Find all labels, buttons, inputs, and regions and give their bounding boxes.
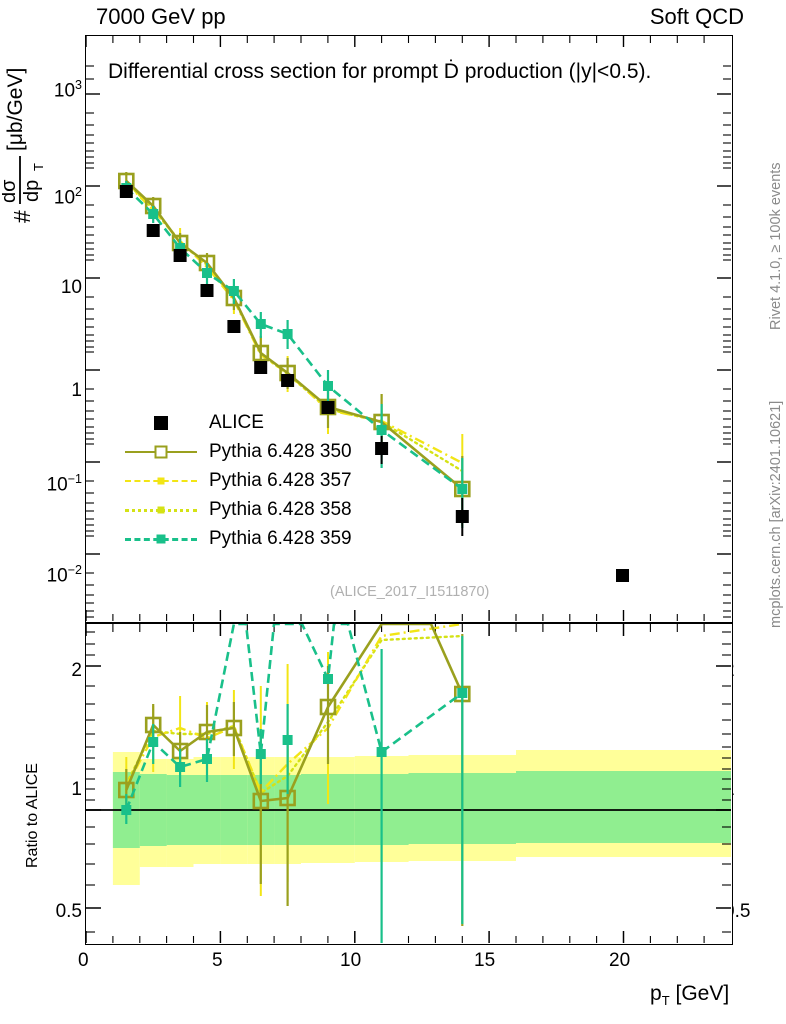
main-ytick-1e3: 103 <box>53 78 82 102</box>
xtick-0: 0 <box>78 950 89 971</box>
xaxis-label: pT [GeV] <box>650 982 729 1008</box>
legend-entry-pythia-357[interactable]: Pythia 6.428 357 <box>125 466 352 495</box>
xtick-10: 10 <box>340 950 362 971</box>
ratio-line-pythia-350 <box>125 624 464 803</box>
xaxis-label-units: [GeV] <box>675 982 730 1005</box>
ylabel-numerator: dσ <box>2 179 20 203</box>
ratio-markers-pythia-350 <box>117 685 471 810</box>
ylabel-denominator-sub: T <box>31 163 46 171</box>
filled-square-icon <box>154 415 168 430</box>
plot-title: Differential cross section for prompt Ḋ… <box>108 60 652 83</box>
ratio-line-pythia-359 <box>125 624 464 811</box>
xtick-5: 5 <box>212 950 223 971</box>
ylabel-denominator: dp <box>21 180 43 202</box>
legend-label-alice: ALICE <box>209 411 264 433</box>
main-ytick-1e2: 102 <box>53 185 82 209</box>
ratio-ytick-2-left: 2 <box>71 660 82 681</box>
ratio-ytick-1-left: 1 <box>71 779 82 800</box>
main-ytick-1: 1 <box>71 380 82 401</box>
series-line-pythia-350 <box>125 180 464 491</box>
open-square-icon <box>154 445 168 458</box>
main-top-ticks <box>86 36 705 47</box>
header-process: Soft QCD <box>649 4 744 29</box>
series-errorbars-alice <box>380 436 464 536</box>
legend-entry-pythia-358[interactable]: Pythia 6.428 358 <box>125 495 352 524</box>
ratio-errorbars-pythia-359 <box>125 636 464 943</box>
series-line-pythia-359 <box>125 187 464 491</box>
main-ytick-1e-2: 10−2 <box>46 563 82 587</box>
ratio-left-ticks <box>86 631 101 933</box>
plot-legend: ALICE Pythia 6.428 350 Pythia 6.428 357 … <box>125 408 352 553</box>
legend-key-pythia-350 <box>125 441 197 463</box>
legend-label-pythia-358: Pythia 6.428 358 <box>209 498 352 520</box>
rivet-version-caption: Rivet 4.1.0, ≥ 100k events <box>768 162 784 330</box>
main-left-ticks <box>86 65 100 618</box>
legend-label-pythia-357: Pythia 6.428 357 <box>209 469 352 491</box>
header-beam-energy: 7000 GeV pp <box>96 4 226 29</box>
legend-key-alice <box>125 412 197 434</box>
legend-entry-pythia-359[interactable]: Pythia 6.428 359 <box>125 524 352 553</box>
main-plot-canvas <box>86 36 731 621</box>
ratio-plot-canvas <box>86 624 731 943</box>
legend-key-pythia-359 <box>125 528 197 550</box>
xaxis-label-symbol: p <box>650 982 662 1005</box>
analysis-id-watermark: (ALICE_2017_I1511870) <box>330 584 490 600</box>
ratio-ytick-05-left: 0.5 <box>55 901 82 922</box>
xtick-20: 20 <box>609 950 631 971</box>
legend-entry-alice[interactable]: ALICE <box>125 408 352 437</box>
main-ytick-1e-1: 10−1 <box>46 472 82 496</box>
ratio-yaxis-label: Ratio to ALICE <box>24 763 41 868</box>
xaxis-label-subscript: T <box>661 993 670 1009</box>
main-bottom-ticks <box>86 610 705 621</box>
ratio-line-pythia-358 <box>125 634 464 795</box>
xtick-15: 15 <box>474 950 496 971</box>
filled-square-icon <box>156 534 166 543</box>
legend-label-pythia-350: Pythia 6.428 350 <box>209 440 352 462</box>
mcplots-reference-caption: mcplots.cern.ch [arXiv:2401.10621] <box>768 400 784 628</box>
legend-key-pythia-358 <box>125 499 197 521</box>
ratio-bottom-ticks <box>86 931 705 943</box>
main-ytick-10: 10 <box>60 277 82 298</box>
series-markers-alice <box>119 185 629 582</box>
ratio-right-ticks <box>716 631 731 933</box>
small-square-icon <box>157 477 165 484</box>
ratio-markers-pythia-359 <box>121 674 468 815</box>
legend-key-pythia-357 <box>125 470 197 492</box>
legend-label-pythia-359: Pythia 6.428 359 <box>209 527 352 549</box>
ratio-plot-panel <box>85 623 733 945</box>
main-right-ticks <box>717 65 731 618</box>
main-plot-panel <box>85 35 733 623</box>
small-square-icon <box>157 506 165 513</box>
main-yaxis-label: [μb/GeV] # dσ dp T <box>2 38 46 223</box>
legend-entry-pythia-350[interactable]: Pythia 6.428 350 <box>125 437 352 466</box>
ylabel-units: [μb/GeV] <box>4 68 27 151</box>
series-markers-pythia-359 <box>121 183 468 494</box>
ylabel-hash: # <box>9 210 35 223</box>
